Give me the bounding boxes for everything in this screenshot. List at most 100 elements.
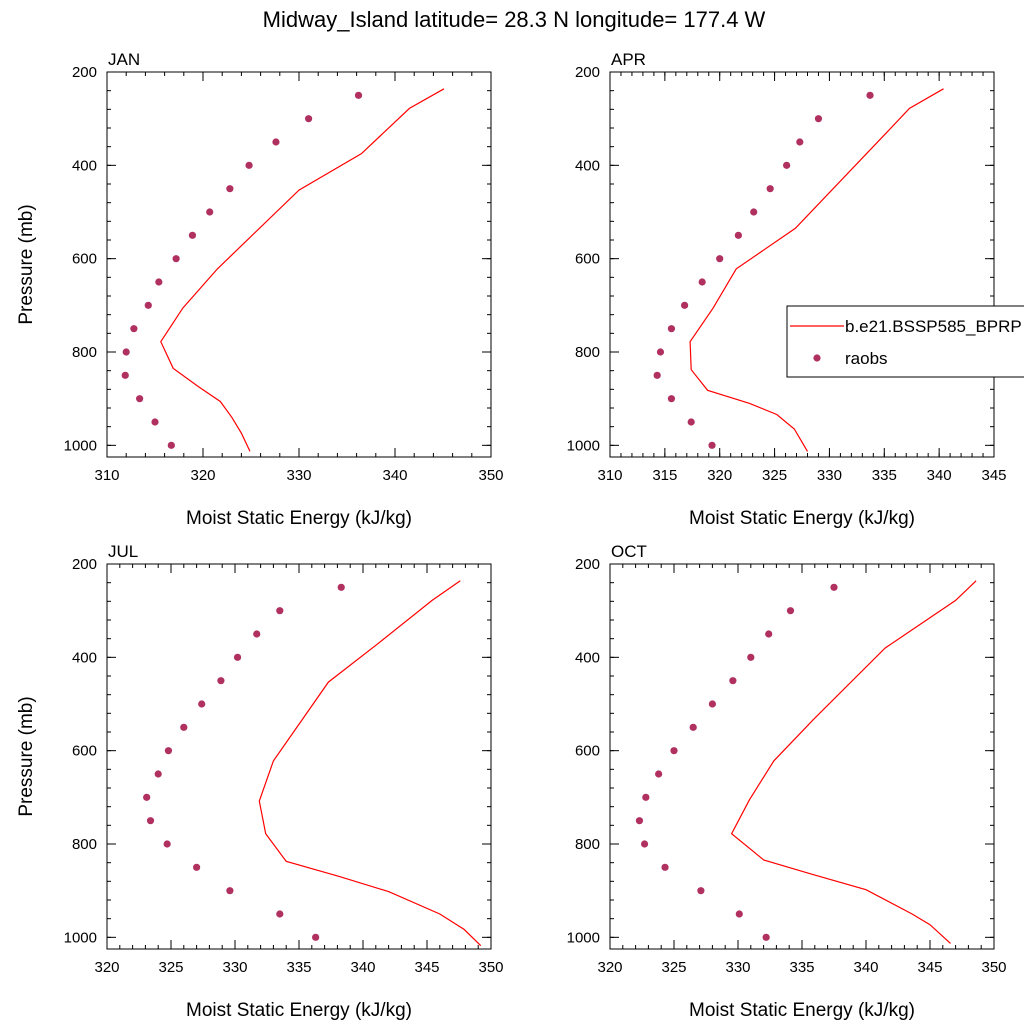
raobs-point bbox=[217, 677, 225, 685]
x-tick-label: 320 bbox=[94, 959, 119, 976]
raobs-point bbox=[164, 747, 173, 755]
x-tick-label: 340 bbox=[853, 959, 878, 976]
raobs-point bbox=[143, 793, 151, 801]
x-tick-label: 330 bbox=[817, 467, 842, 484]
raobs-point bbox=[253, 630, 261, 638]
chart-panels: JAN 310 320 330 340 350 200 400 600 800 1000 Moist … bbox=[16, 50, 1007, 1021]
raobs-point bbox=[154, 770, 162, 778]
raobs-point bbox=[765, 630, 773, 638]
y-tick-label: 200 bbox=[575, 556, 600, 573]
x-tick-label: 315 bbox=[652, 467, 677, 484]
panel-label: JUL bbox=[108, 542, 138, 561]
y-tick-label: 1000 bbox=[567, 437, 600, 454]
raobs-point bbox=[226, 887, 234, 895]
raobs-point bbox=[734, 231, 742, 239]
x-tick-label: 350 bbox=[478, 959, 503, 976]
x-tick-label: 340 bbox=[382, 467, 407, 484]
x-tick-label: 335 bbox=[789, 959, 814, 976]
raobs-point bbox=[766, 185, 774, 193]
legend-entry-label: raobs bbox=[845, 349, 888, 368]
legend-box bbox=[786, 305, 1024, 378]
plot-frame bbox=[106, 71, 492, 458]
x-tick-label: 310 bbox=[597, 467, 622, 484]
raobs-point bbox=[172, 255, 180, 263]
x-axis-title: Moist Static Energy (kJ/kg) bbox=[689, 508, 915, 529]
raobs-point bbox=[689, 723, 697, 731]
raobs-point bbox=[121, 371, 129, 379]
raobs-point bbox=[708, 700, 717, 708]
panel-label: APR bbox=[611, 50, 646, 69]
raobs-point bbox=[136, 395, 144, 403]
y-tick-label: 800 bbox=[72, 836, 97, 853]
x-tick-label: 335 bbox=[286, 959, 311, 976]
raobs-point bbox=[180, 723, 188, 731]
raobs-point bbox=[276, 910, 284, 918]
raobs-point bbox=[655, 770, 663, 778]
x-tick-label: 345 bbox=[981, 467, 1006, 484]
raobs-point bbox=[661, 863, 669, 871]
raobs-point bbox=[122, 348, 130, 356]
raobs-point bbox=[708, 441, 716, 449]
legend-entry-label: b.e21.BSSP585_BPRP bbox=[845, 317, 1022, 336]
x-tick-label: 330 bbox=[286, 467, 311, 484]
raobs-point bbox=[276, 607, 284, 615]
raobs-point bbox=[653, 371, 661, 379]
raobs-point bbox=[670, 747, 678, 755]
x-axis-title: Moist Static Energy (kJ/kg) bbox=[186, 1000, 412, 1021]
y-tick-label: 800 bbox=[72, 344, 97, 361]
plot-frame bbox=[609, 71, 995, 458]
panel-apr: APR 310 315 320 325 330 335 340 345 200 400 600 800 1… bbox=[567, 50, 1007, 529]
raobs-point bbox=[866, 91, 874, 99]
x-tick-label: 350 bbox=[478, 467, 503, 484]
series-line-model bbox=[160, 88, 445, 452]
x-tick-label: 340 bbox=[350, 959, 375, 976]
series-line-model bbox=[730, 580, 977, 944]
raobs-point bbox=[786, 607, 795, 615]
plot-frame bbox=[609, 563, 995, 950]
raobs-point bbox=[233, 653, 242, 661]
raobs-point bbox=[226, 185, 234, 193]
y-tick-label: 800 bbox=[575, 344, 600, 361]
panel-label: OCT bbox=[611, 542, 647, 561]
x-tick-label: 330 bbox=[222, 959, 247, 976]
raobs-point bbox=[687, 418, 695, 426]
raobs-point bbox=[783, 161, 791, 169]
raobs-point bbox=[667, 395, 676, 403]
raobs-point bbox=[151, 418, 159, 426]
raobs-point bbox=[698, 278, 706, 286]
x-axis-title: Moist Static Energy (kJ/kg) bbox=[689, 1000, 915, 1021]
raobs-point bbox=[354, 91, 363, 99]
y-tick-label: 600 bbox=[575, 743, 600, 760]
raobs-point bbox=[830, 583, 838, 591]
x-tick-label: 325 bbox=[661, 959, 686, 976]
y-axis-title: Pressure (mb) bbox=[16, 696, 37, 816]
raobs-point bbox=[796, 138, 804, 146]
raobs-point bbox=[146, 817, 155, 825]
x-tick-label: 320 bbox=[707, 467, 732, 484]
y-tick-label: 400 bbox=[575, 649, 600, 666]
raobs-point bbox=[130, 325, 138, 333]
raobs-point bbox=[697, 887, 705, 895]
x-axis-title: Moist Static Energy (kJ/kg) bbox=[186, 508, 412, 529]
raobs-point bbox=[762, 933, 770, 941]
x-tick-label: 310 bbox=[94, 467, 119, 484]
y-tick-label: 200 bbox=[72, 556, 97, 573]
x-tick-label: 340 bbox=[927, 467, 952, 484]
raobs-point bbox=[193, 863, 201, 871]
raobs-point bbox=[245, 161, 253, 169]
raobs-point bbox=[681, 301, 689, 309]
raobs-point bbox=[163, 840, 171, 848]
y-tick-label: 400 bbox=[575, 157, 600, 174]
y-tick-label: 800 bbox=[575, 836, 600, 853]
x-tick-label: 325 bbox=[762, 467, 787, 484]
x-tick-label: 350 bbox=[981, 959, 1006, 976]
raobs-point bbox=[729, 677, 737, 685]
raobs-point bbox=[735, 910, 743, 918]
y-tick-label: 600 bbox=[72, 743, 97, 760]
raobs-point bbox=[167, 441, 175, 449]
raobs-point bbox=[206, 208, 214, 216]
raobs-point bbox=[144, 301, 152, 309]
series-line-model bbox=[689, 88, 944, 452]
raobs-point bbox=[747, 653, 755, 661]
